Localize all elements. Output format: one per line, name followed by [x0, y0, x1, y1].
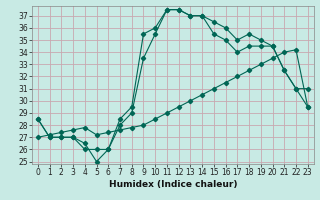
X-axis label: Humidex (Indice chaleur): Humidex (Indice chaleur): [108, 180, 237, 189]
